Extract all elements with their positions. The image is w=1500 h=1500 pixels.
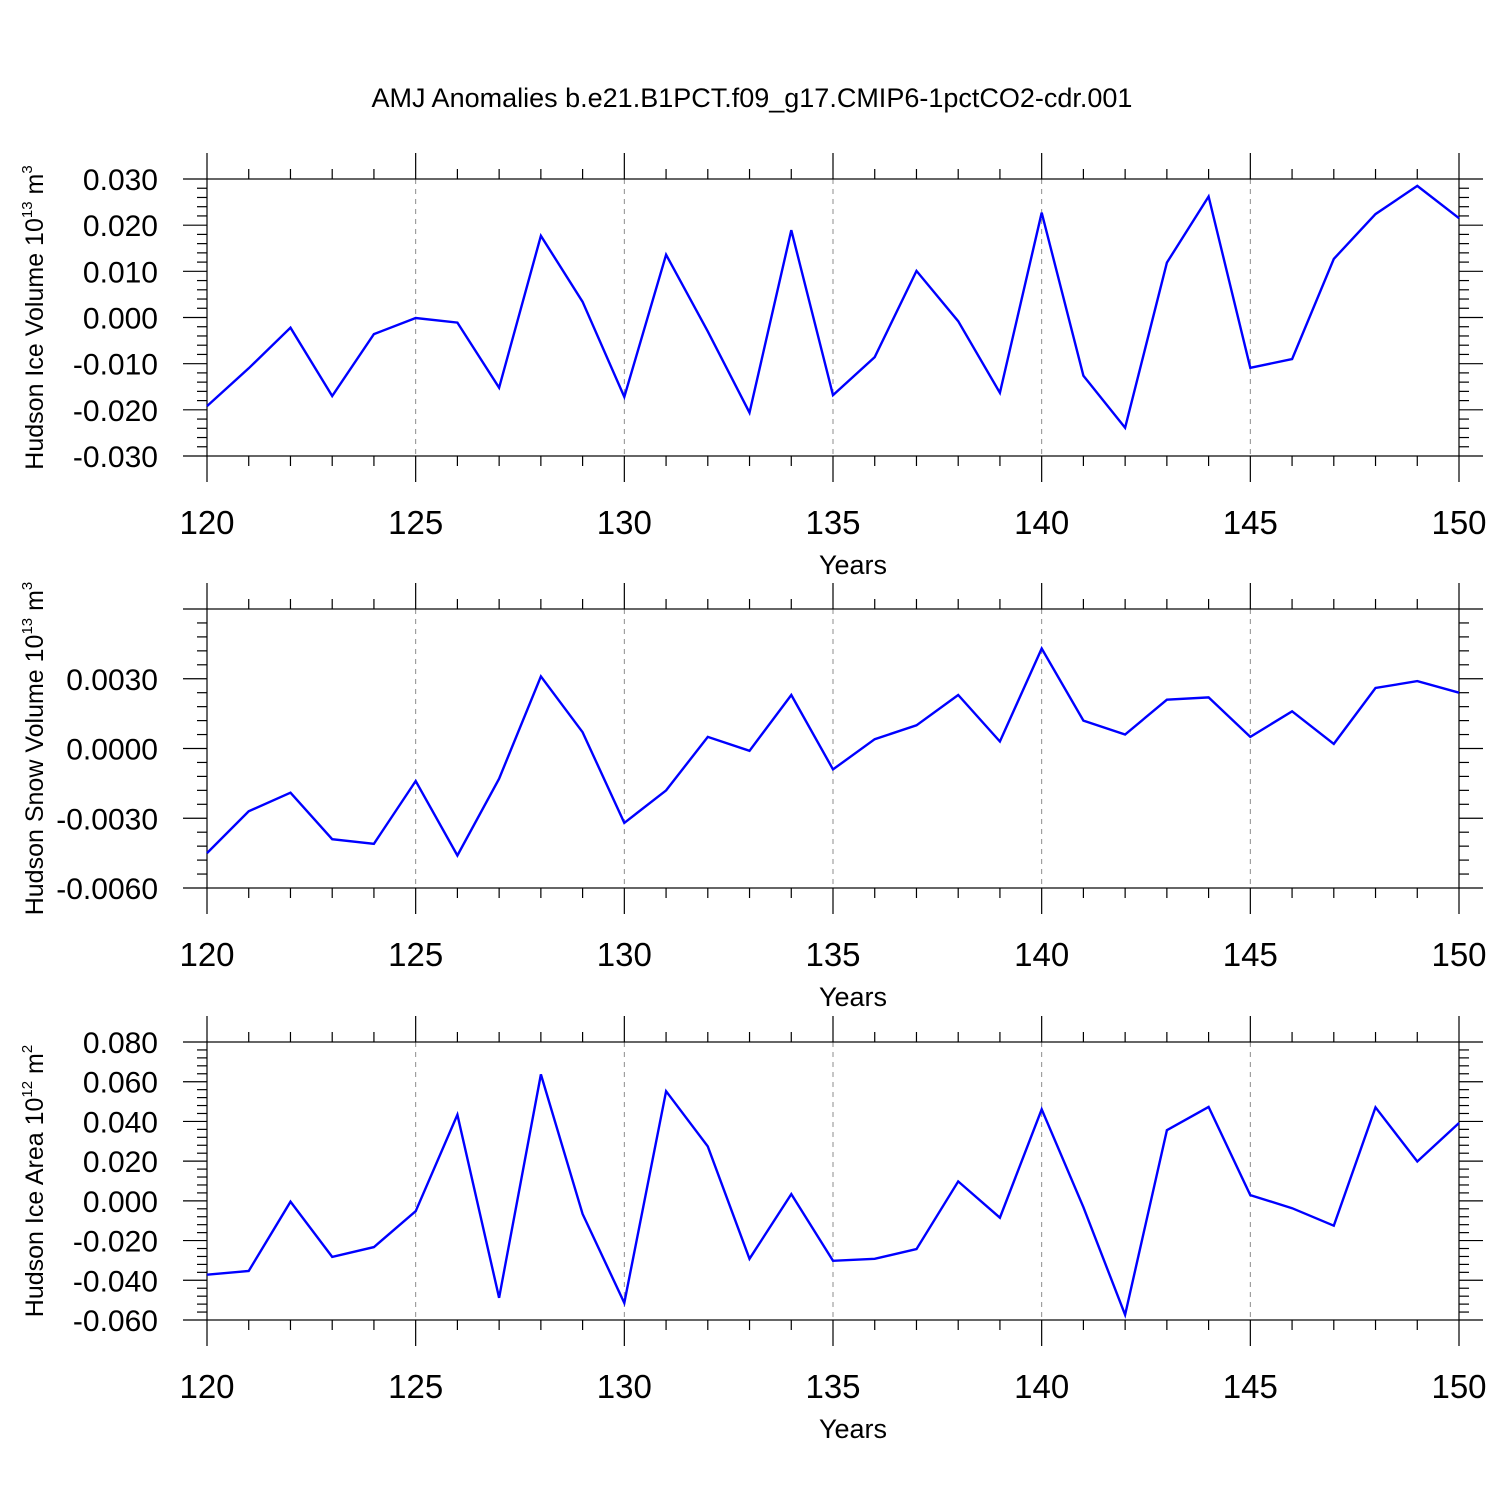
x-tick-label: 145 [1223, 936, 1278, 973]
x-tick-label: 135 [805, 936, 860, 973]
x-tick-label: 130 [597, 936, 652, 973]
y-tick-label: 0.080 [83, 1027, 158, 1060]
panel-2: -0.0060 -0.0030 0.0000 0.0030 120 125 130 135 14… [19, 582, 1487, 1012]
x-tick-label: 125 [388, 936, 443, 973]
y-tick-label: 0.040 [83, 1106, 158, 1139]
x-axis-label: Years [819, 982, 887, 1012]
panel-3: -0.060 -0.040 -0.020 0.000 0.020 0.040 0.060 0.… [19, 1016, 1487, 1444]
y-tick-label: 0.010 [83, 256, 158, 289]
y-tick-label: 0.0030 [66, 664, 158, 697]
x-tick-label: 150 [1431, 936, 1486, 973]
series-line [206, 184, 1460, 431]
x-tick-label: 120 [179, 936, 234, 973]
y-tick-label: -0.040 [73, 1265, 158, 1298]
x-tick-label: 150 [1431, 504, 1486, 541]
y-axis-label: Hudson Ice Area 1012 m2 [19, 1045, 49, 1317]
y-axis-label: Hudson Snow Volume 1013 m3 [19, 582, 49, 916]
x-tick-label: 145 [1223, 504, 1278, 541]
x-tick-label: 135 [805, 504, 860, 541]
y-tick-label: -0.020 [73, 395, 158, 428]
x-tick-label: 140 [1014, 936, 1069, 973]
ticks [183, 1016, 1483, 1346]
ticks [183, 153, 1483, 482]
panels: -0.030 -0.020 -0.010 0.000 0.010 0.020 0.030 12… [19, 153, 1487, 1444]
ticks [183, 583, 1483, 914]
x-axis-label: Years [819, 550, 887, 580]
series-line [206, 1074, 1460, 1319]
y-tick-label: -0.060 [73, 1305, 158, 1338]
y-tick-label: 0.000 [83, 1186, 158, 1219]
y-tick-label: -0.030 [73, 441, 158, 474]
chart-title: AMJ Anomalies b.e21.B1PCT.f09_g17.CMIP6-… [372, 83, 1133, 113]
y-tick-label: 0.060 [83, 1067, 158, 1100]
y-tick-label: -0.0060 [56, 873, 158, 906]
x-tick-label: 140 [1014, 504, 1069, 541]
y-tick-label: 0.000 [83, 303, 158, 336]
x-tick-label: 150 [1431, 1368, 1486, 1405]
x-tick-label: 140 [1014, 1368, 1069, 1405]
y-tick-label: 0.0000 [66, 734, 158, 767]
y-axis-label: Hudson Ice Volume 1013 m3 [19, 165, 49, 469]
x-tick-label: 120 [179, 504, 234, 541]
y-tick-label: 0.020 [83, 210, 158, 243]
x-tick-label: 120 [179, 1368, 234, 1405]
y-tick-label: 0.030 [83, 164, 158, 197]
series-line [206, 645, 1460, 858]
y-tick-label: -0.020 [73, 1226, 158, 1259]
x-axis-label: Years [819, 1414, 887, 1444]
panel-1: -0.030 -0.020 -0.010 0.000 0.010 0.020 0.030 12… [19, 153, 1487, 580]
y-tick-label: -0.0030 [56, 803, 158, 836]
x-tick-label: 145 [1223, 1368, 1278, 1405]
x-tick-label: 130 [597, 504, 652, 541]
x-tick-label: 125 [388, 1368, 443, 1405]
x-tick-label: 130 [597, 1368, 652, 1405]
y-tick-label: 0.020 [83, 1146, 158, 1179]
x-tick-label: 125 [388, 504, 443, 541]
y-tick-label: -0.010 [73, 349, 158, 382]
x-tick-label: 135 [805, 1368, 860, 1405]
